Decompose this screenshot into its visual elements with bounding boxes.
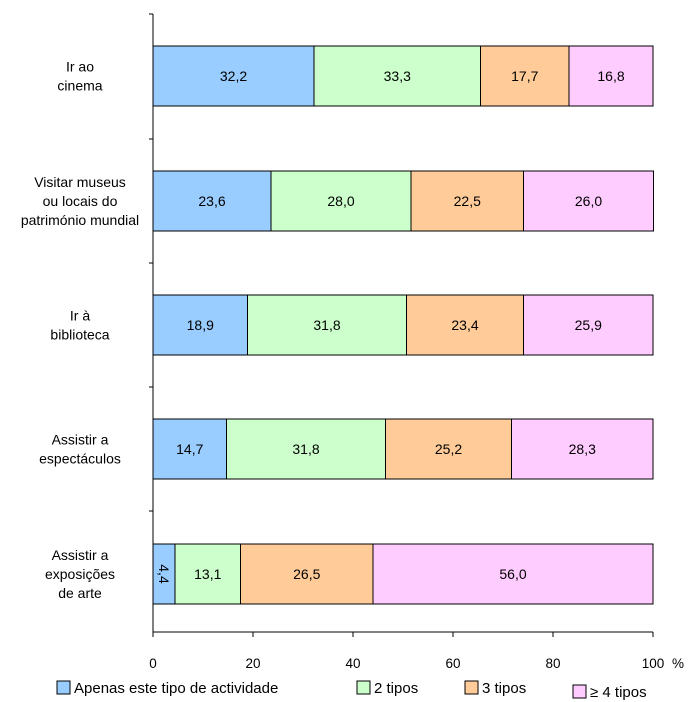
legend-label: ≥ 4 tipos: [590, 684, 647, 701]
legend: Apenas este tipo de actividade 2 tipos 3 t…: [56, 680, 647, 701]
bar-segment: [152, 170, 272, 232]
x-tick-label: 100: [642, 656, 665, 671]
legend-label: 3 tipos: [482, 680, 526, 697]
category-label: Assistir a exposições de arte: [45, 547, 115, 601]
bar-segment: [523, 294, 654, 356]
x-tick-label: 80: [545, 656, 560, 671]
bar-segment: [523, 170, 654, 232]
category-label-line: cinema: [57, 78, 102, 94]
data-label: 28,3: [569, 441, 596, 457]
legend-swatch: [464, 680, 479, 695]
bar-segment: [152, 45, 315, 107]
data-label: 33,3: [384, 68, 411, 84]
category-label-line: de arte: [58, 585, 102, 601]
category-label-line: Ir à: [70, 308, 90, 324]
data-label: 28,0: [327, 193, 354, 209]
legend-label: Apenas este tipo de actividade: [74, 680, 278, 697]
category-label-line: biblioteca: [50, 327, 109, 343]
category-label: Ir ao cinema: [57, 59, 102, 94]
bar-segment: [410, 170, 524, 232]
data-label: 25,2: [435, 441, 462, 457]
x-tick-label: 20: [245, 656, 260, 671]
bar-segment: [240, 543, 374, 605]
bar-segment: [480, 45, 570, 107]
data-label: 22,5: [454, 193, 481, 209]
bar-segment: [152, 418, 227, 480]
bar-segment: [313, 45, 481, 107]
legend-swatch: [572, 684, 587, 699]
bar-segment: [270, 170, 412, 232]
category-label: Assistir a espectáculos: [39, 432, 121, 467]
category-label-line: exposições: [45, 566, 115, 582]
x-tick-label: 60: [445, 656, 460, 671]
data-label: 26,5: [293, 566, 320, 582]
category-label-line: Ir ao: [66, 59, 94, 75]
data-label: 23,4: [451, 317, 478, 333]
bar-segment: [568, 45, 654, 107]
data-label: 13,1: [194, 566, 221, 582]
legend-swatch: [356, 680, 371, 695]
x-tick-label: 40: [345, 656, 360, 671]
x-axis-unit: %: [672, 656, 684, 671]
data-label: 18,9: [187, 317, 214, 333]
category-label-line: Visitar museus: [34, 174, 126, 190]
data-label: 25,9: [575, 317, 602, 333]
category-label: Visitar museus ou locais do património mun…: [21, 174, 139, 228]
data-label: 14,7: [176, 441, 203, 457]
data-label: 31,8: [313, 317, 340, 333]
x-tick-label: 0: [149, 656, 157, 671]
data-label: 23,6: [198, 193, 225, 209]
data-label: 17,7: [511, 68, 538, 84]
category-label-line: ou locais do: [43, 193, 118, 209]
category-label-line: espectáculos: [39, 451, 121, 467]
bar-segment: [511, 418, 654, 480]
data-label: 16,8: [597, 68, 624, 84]
bars-group: 32,2 33,3 17,7 16,8 23,6 28,0 22,5 26,0 18,9 31,8…: [152, 45, 654, 605]
legend-swatch: [56, 680, 71, 695]
category-label-line: Assistir a: [52, 432, 109, 448]
bar-segment: [226, 418, 386, 480]
category-label-line: Assistir a: [52, 547, 109, 563]
legend-label: 2 tipos: [374, 680, 418, 697]
bar-segment: [247, 294, 407, 356]
bar-segment: [372, 543, 654, 605]
data-label: 32,2: [220, 68, 247, 84]
data-label: 56,0: [499, 566, 526, 582]
bar-segment: [174, 543, 241, 605]
data-label: 4,4: [156, 564, 172, 584]
data-label: 31,8: [292, 441, 319, 457]
category-label: Ir à biblioteca: [50, 308, 109, 343]
axes-group: Ir ao cinema Visitar museus ou locais do pat…: [21, 13, 684, 671]
data-label: 26,0: [575, 193, 602, 209]
category-label-line: património mundial: [21, 212, 139, 228]
